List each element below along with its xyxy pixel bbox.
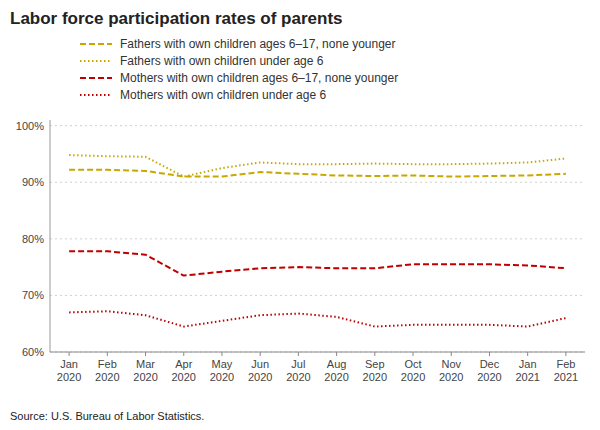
- x-tick-label-line: Feb: [556, 358, 575, 370]
- x-tick-label: Oct2020: [401, 358, 425, 383]
- x-tick-label-line: 2020: [401, 371, 425, 383]
- legend-swatch: [80, 94, 112, 96]
- grid-line: [50, 295, 585, 296]
- x-tick: [107, 352, 108, 356]
- x-axis: Jan2020Feb2020Mar2020Apr2020May2020Jun20…: [50, 352, 585, 383]
- source: Source: U.S. Bureau of Labor Statistics.: [10, 410, 204, 422]
- x-tick-label-line: Oct: [404, 358, 421, 370]
- grid-line: [50, 352, 585, 353]
- x-tick-label-line: May: [212, 358, 233, 370]
- legend-swatch: [80, 77, 112, 79]
- x-tick: [298, 352, 299, 356]
- x-tick-label: Aug2020: [324, 358, 348, 383]
- x-tick-label-line: Jun: [251, 358, 269, 370]
- series-line: [69, 170, 566, 177]
- x-tick: [183, 352, 184, 356]
- x-tick-label-line: Feb: [98, 358, 117, 370]
- x-tick-label-line: 2021: [554, 371, 578, 383]
- x-tick-label-line: Mar: [136, 358, 155, 370]
- x-tick-label-line: Apr: [175, 358, 192, 370]
- x-tick-label-line: Jan: [519, 358, 537, 370]
- x-tick-label: Feb2021: [554, 358, 578, 383]
- x-tick-label-line: 2020: [286, 371, 310, 383]
- y-tick-label: 80%: [22, 233, 44, 245]
- x-tick: [527, 352, 528, 356]
- x-tick-label: Nov2020: [439, 358, 463, 383]
- legend-entry: Mothers with own children under age 6: [120, 88, 326, 102]
- x-tick: [145, 352, 146, 356]
- x-tick: [69, 352, 70, 356]
- x-tick-label-line: 2020: [57, 371, 81, 383]
- chart: Labor force participation rates of paren…: [0, 0, 600, 430]
- title: Labor force participation rates of paren…: [10, 9, 343, 28]
- series-line: [69, 251, 566, 275]
- x-tick: [221, 352, 222, 356]
- x-tick-label: Sep2020: [363, 358, 387, 383]
- x-tick-label: May2020: [210, 358, 234, 383]
- x-tick-label-line: 2020: [477, 371, 501, 383]
- x-tick-label-line: Dec: [480, 358, 500, 370]
- x-tick-label-line: 2020: [133, 371, 157, 383]
- legend: Fathers with own children ages 6–17, non…: [80, 37, 398, 102]
- x-tick-label-line: 2020: [210, 371, 234, 383]
- x-tick-label: Apr2020: [172, 358, 196, 383]
- grid-line: [50, 125, 585, 126]
- y-axis: 60% 70% 80% 90% 100%: [16, 120, 50, 358]
- x-tick-label-line: 2020: [324, 371, 348, 383]
- x-tick-label-line: Nov: [441, 358, 461, 370]
- grid: [50, 126, 585, 352]
- x-tick-label-line: 2020: [95, 371, 119, 383]
- legend-swatch: [80, 43, 112, 45]
- y-tick-label: 100%: [16, 120, 44, 132]
- x-tick-label-line: 2020: [363, 371, 387, 383]
- x-tick: [336, 352, 337, 356]
- legend-entry: Mothers with own children ages 6–17, non…: [120, 71, 398, 85]
- x-tick-label: Dec2020: [477, 358, 501, 383]
- y-tick-label: 60%: [22, 346, 44, 358]
- x-tick: [413, 352, 414, 356]
- legend-entry: Fathers with own children under age 6: [120, 54, 324, 68]
- x-tick: [489, 352, 490, 356]
- y-tick-label: 90%: [22, 176, 44, 188]
- x-tick-label-line: 2021: [515, 371, 539, 383]
- x-tick-label: Jan2020: [57, 358, 81, 383]
- y-tick-label: 70%: [22, 289, 44, 301]
- x-tick-label: Feb2020: [95, 358, 119, 383]
- x-tick-label-line: Jan: [60, 358, 78, 370]
- series-lines: [69, 155, 566, 326]
- x-tick: [260, 352, 261, 356]
- x-axis-line: [50, 352, 585, 353]
- x-tick: [565, 352, 566, 356]
- y-axis-line: [50, 120, 51, 352]
- series-line: [69, 155, 566, 177]
- legend-entry: Fathers with own children ages 6–17, non…: [120, 37, 396, 51]
- x-tick-label-line: Sep: [365, 358, 385, 370]
- x-tick: [374, 352, 375, 356]
- x-tick-label: Jun2020: [248, 358, 272, 383]
- grid-line: [50, 238, 585, 239]
- x-tick-label: Jan2021: [515, 358, 539, 383]
- x-tick-label-line: 2020: [439, 371, 463, 383]
- x-tick-label-line: Jul: [291, 358, 305, 370]
- x-tick-label: Jul2020: [286, 358, 310, 383]
- series-line: [69, 311, 566, 326]
- x-tick-label-line: Aug: [327, 358, 347, 370]
- x-tick: [451, 352, 452, 356]
- x-tick-label: Mar2020: [133, 358, 157, 383]
- x-tick-label-line: 2020: [172, 371, 196, 383]
- grid-line: [50, 182, 585, 183]
- x-tick-label-line: 2020: [248, 371, 272, 383]
- legend-swatch: [80, 60, 112, 62]
